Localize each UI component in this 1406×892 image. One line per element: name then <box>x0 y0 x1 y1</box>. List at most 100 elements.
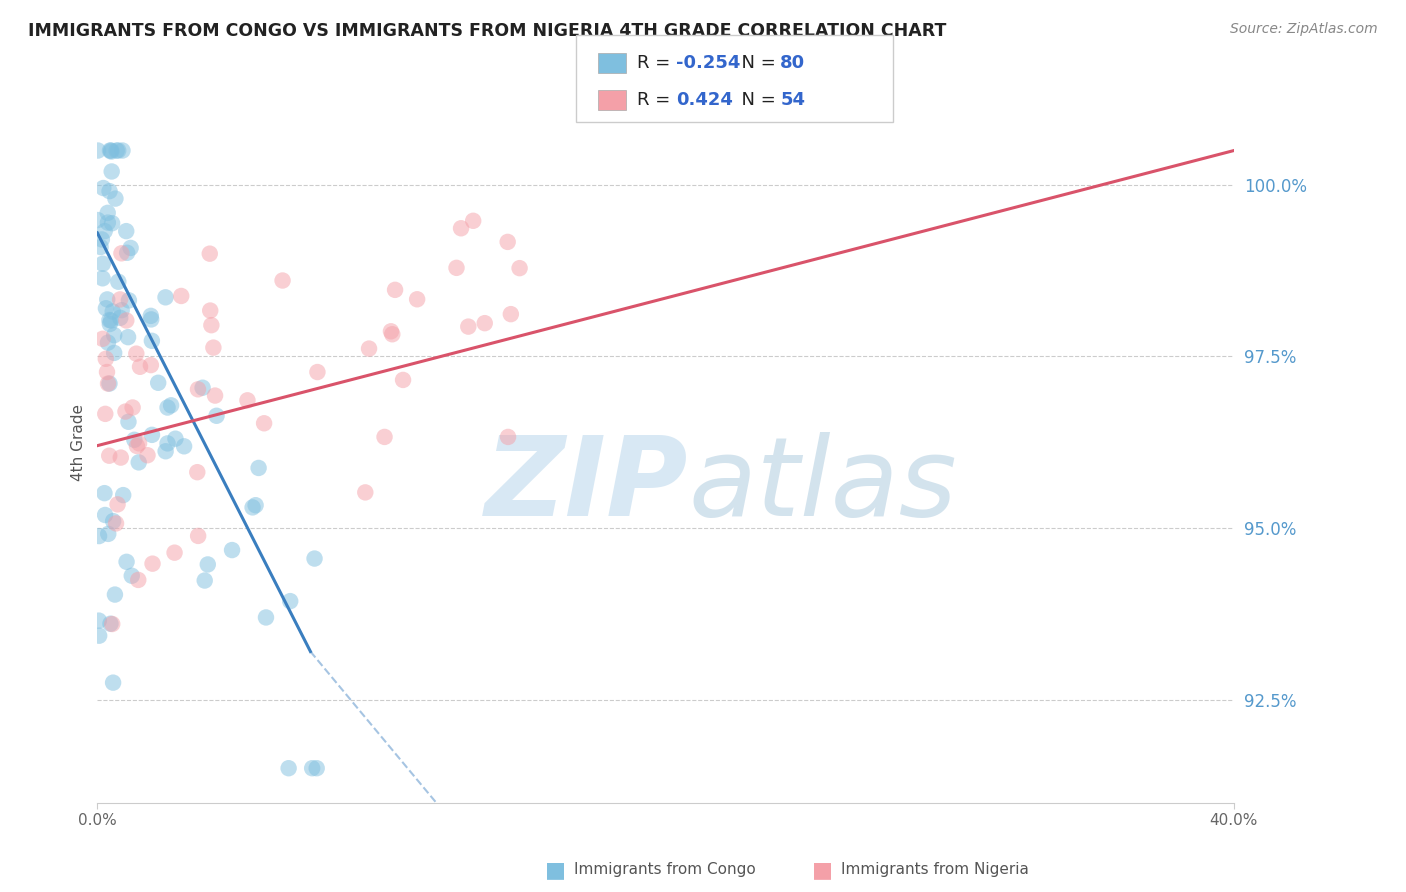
Point <box>100 616 122 631</box>
Point <box>89 629 111 643</box>
Point <box>384 283 406 297</box>
Point <box>254 610 277 624</box>
Point <box>94 351 117 366</box>
Point <box>463 214 485 228</box>
Point <box>86 213 108 227</box>
Text: Source: ZipAtlas.com: Source: ZipAtlas.com <box>1230 22 1378 37</box>
Point <box>198 246 221 260</box>
Point <box>93 486 115 500</box>
Point <box>98 184 121 198</box>
Text: Immigrants from Congo: Immigrants from Congo <box>574 863 755 877</box>
Point <box>124 433 146 447</box>
Point <box>101 675 124 690</box>
Point <box>499 307 522 321</box>
Point <box>97 216 120 230</box>
Text: 80: 80 <box>780 54 806 72</box>
Point <box>94 301 117 316</box>
Text: 0.424: 0.424 <box>676 91 733 109</box>
Point <box>110 310 132 325</box>
Point <box>509 261 531 276</box>
Point <box>496 430 519 444</box>
Point <box>191 381 214 395</box>
Point <box>101 514 124 528</box>
Point <box>107 497 129 511</box>
Point <box>205 409 228 423</box>
Point <box>242 500 264 515</box>
Point <box>160 398 183 412</box>
Point <box>91 257 114 271</box>
Point <box>91 181 114 195</box>
Point <box>91 271 114 285</box>
Point <box>202 341 225 355</box>
Point <box>446 260 468 275</box>
Point <box>139 309 162 323</box>
Point <box>200 303 222 318</box>
Point <box>115 313 138 327</box>
Point <box>104 588 127 602</box>
Point <box>141 428 163 442</box>
Point <box>141 557 163 571</box>
Point <box>245 498 267 512</box>
Y-axis label: 4th Grade: 4th Grade <box>72 404 86 481</box>
Point <box>450 221 472 235</box>
Point <box>305 761 328 775</box>
Point <box>107 144 129 158</box>
Point <box>380 324 402 338</box>
Point <box>197 558 219 572</box>
Text: ■: ■ <box>813 860 832 880</box>
Point <box>110 246 132 260</box>
Point <box>155 444 177 458</box>
Text: -0.254: -0.254 <box>676 54 741 72</box>
Text: R =: R = <box>637 54 676 72</box>
Point <box>97 527 120 541</box>
Point <box>103 346 125 360</box>
Text: N =: N = <box>730 54 782 72</box>
Point <box>96 365 118 379</box>
Text: ■: ■ <box>546 860 565 880</box>
Point <box>97 376 120 391</box>
Point <box>98 317 121 331</box>
Point <box>98 449 121 463</box>
Point <box>91 332 114 346</box>
Text: atlas: atlas <box>689 432 957 539</box>
Point <box>221 543 243 558</box>
Point <box>163 546 186 560</box>
Point <box>87 529 110 543</box>
Point <box>97 335 120 350</box>
Point <box>120 241 142 255</box>
Point <box>125 439 148 453</box>
Point <box>100 144 122 158</box>
Point <box>115 245 138 260</box>
Point <box>90 232 112 246</box>
Point <box>97 206 120 220</box>
Point <box>187 529 209 543</box>
Point <box>141 312 163 326</box>
Point <box>110 450 132 465</box>
Point <box>277 761 299 775</box>
Text: Immigrants from Nigeria: Immigrants from Nigeria <box>841 863 1029 877</box>
Point <box>139 358 162 372</box>
Point <box>236 393 259 408</box>
Point <box>98 313 121 327</box>
Point <box>98 144 121 158</box>
Point <box>128 455 150 469</box>
Point <box>165 432 187 446</box>
Point <box>111 303 134 318</box>
Point <box>100 164 122 178</box>
Point <box>94 508 117 522</box>
Point <box>101 617 124 632</box>
Point <box>108 293 131 307</box>
Point <box>392 373 415 387</box>
Point <box>496 235 519 249</box>
Point <box>406 293 429 307</box>
Point <box>148 376 170 390</box>
Point <box>125 346 148 360</box>
Point <box>107 275 129 289</box>
Point <box>173 439 195 453</box>
Text: IMMIGRANTS FROM CONGO VS IMMIGRANTS FROM NIGERIA 4TH GRADE CORRELATION CHART: IMMIGRANTS FROM CONGO VS IMMIGRANTS FROM… <box>28 22 946 40</box>
Point <box>155 290 177 304</box>
Text: N =: N = <box>730 91 782 109</box>
Point <box>111 144 134 158</box>
Point <box>253 417 276 431</box>
Point <box>98 376 121 391</box>
